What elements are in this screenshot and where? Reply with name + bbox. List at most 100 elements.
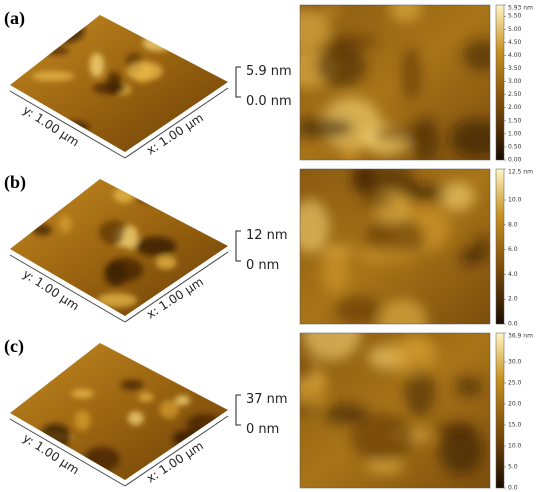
relief bbox=[142, 35, 173, 52]
colorbar-label: 5.93 nm bbox=[508, 5, 533, 12]
relief bbox=[74, 410, 91, 431]
texture bbox=[342, 140, 359, 160]
texture bbox=[300, 117, 355, 139]
colorbar bbox=[495, 332, 505, 489]
relief bbox=[96, 293, 138, 308]
colorbar-label: 2.0 bbox=[508, 296, 518, 303]
colorbar-label: 10.0 bbox=[508, 197, 522, 204]
axis-edge bbox=[124, 415, 229, 487]
texture bbox=[389, 5, 422, 22]
colorbar-label: 12.5 nm bbox=[508, 169, 533, 176]
colorbar-label: 5.0 bbox=[508, 463, 518, 470]
texture bbox=[300, 199, 330, 253]
surface bbox=[10, 343, 228, 480]
relief bbox=[140, 28, 169, 40]
colorbar-label: 6.0 bbox=[508, 246, 518, 253]
scale-bar bbox=[235, 394, 241, 426]
colorbar bbox=[495, 168, 505, 325]
relief bbox=[58, 214, 72, 233]
texture bbox=[400, 184, 451, 202]
scale-top: 12 nm bbox=[246, 228, 288, 243]
relief bbox=[126, 61, 163, 81]
colorbar-label: 36.9 nm bbox=[508, 333, 533, 340]
scale-bottom: 0.0 nm bbox=[246, 94, 292, 109]
surface-3d bbox=[10, 179, 228, 316]
relief bbox=[32, 223, 52, 236]
relief bbox=[136, 194, 162, 204]
texture bbox=[322, 5, 343, 17]
scale-top: 37 nm bbox=[246, 392, 288, 407]
relief bbox=[155, 255, 177, 270]
texture bbox=[401, 46, 422, 101]
colorbar-label: 25.0 bbox=[508, 379, 522, 386]
colorbar-label: 4.50 bbox=[508, 39, 522, 46]
colorbar-label: 0.50 bbox=[508, 143, 522, 150]
scale-bottom: 0 nm bbox=[246, 422, 279, 437]
colorbar-label: 3.00 bbox=[508, 78, 522, 85]
colorbar-label: 4.00 bbox=[508, 52, 522, 59]
image-border bbox=[299, 332, 491, 489]
texture bbox=[321, 249, 349, 293]
relief bbox=[138, 392, 154, 402]
relief bbox=[98, 220, 129, 245]
surface-3d bbox=[10, 15, 228, 152]
relief bbox=[71, 388, 94, 399]
colorbar-label: 2.50 bbox=[508, 91, 522, 98]
colorbar-label: 0.00 bbox=[508, 157, 522, 164]
relief bbox=[175, 395, 190, 406]
relief bbox=[127, 411, 144, 426]
texture bbox=[462, 39, 490, 72]
colorbar-label: 3.50 bbox=[508, 65, 522, 72]
texture bbox=[366, 460, 405, 474]
texture bbox=[459, 248, 481, 266]
colorbar-label: 2.00 bbox=[508, 104, 522, 111]
panel-label: (c) bbox=[4, 336, 24, 357]
relief bbox=[120, 379, 144, 391]
relief bbox=[42, 18, 85, 44]
colorbar-label: 1.50 bbox=[508, 117, 522, 124]
scale-bottom: 0 nm bbox=[246, 258, 279, 273]
colorbar-label: 0.0 bbox=[508, 485, 518, 492]
axis-edge bbox=[124, 87, 229, 159]
axis-edge bbox=[9, 254, 126, 323]
relief bbox=[31, 71, 75, 81]
colorbar-label: 0.0 bbox=[508, 321, 518, 328]
colorbar-label: 15.0 bbox=[508, 421, 522, 428]
image-texture bbox=[300, 169, 490, 324]
image-border bbox=[299, 4, 491, 161]
relief bbox=[171, 201, 189, 208]
colorbar-label: 5.50 bbox=[508, 13, 522, 20]
relief bbox=[135, 236, 177, 257]
colorbar-label: 20.0 bbox=[508, 400, 522, 407]
scale-top: 5.9 nm bbox=[246, 64, 292, 79]
image-border bbox=[299, 168, 491, 325]
texture bbox=[356, 247, 418, 263]
texture bbox=[353, 169, 373, 195]
relief bbox=[201, 416, 225, 430]
texture bbox=[379, 299, 428, 324]
axis-edge bbox=[9, 418, 126, 487]
texture bbox=[359, 197, 395, 210]
relief bbox=[105, 257, 144, 282]
colorbar-label: 5.00 bbox=[508, 26, 522, 33]
colorbar-label: 30.0 bbox=[508, 358, 522, 365]
texture bbox=[441, 182, 475, 211]
colorbar-label: 1.00 bbox=[508, 130, 522, 137]
texture bbox=[300, 403, 320, 414]
relief bbox=[83, 446, 120, 472]
image-texture bbox=[300, 5, 490, 160]
texture bbox=[372, 125, 432, 142]
texture bbox=[404, 364, 436, 417]
surface bbox=[10, 179, 228, 316]
scale-bar bbox=[235, 230, 241, 262]
scale-bar bbox=[235, 66, 241, 98]
colorbar-label: 10.0 bbox=[508, 442, 522, 449]
panel-label: (a) bbox=[4, 8, 25, 29]
texture bbox=[323, 404, 369, 424]
relief bbox=[89, 52, 105, 78]
relief bbox=[42, 46, 70, 55]
relief bbox=[159, 400, 179, 419]
texture bbox=[449, 119, 490, 158]
texture bbox=[300, 358, 314, 384]
colorbar-label: 8.0 bbox=[508, 221, 518, 228]
